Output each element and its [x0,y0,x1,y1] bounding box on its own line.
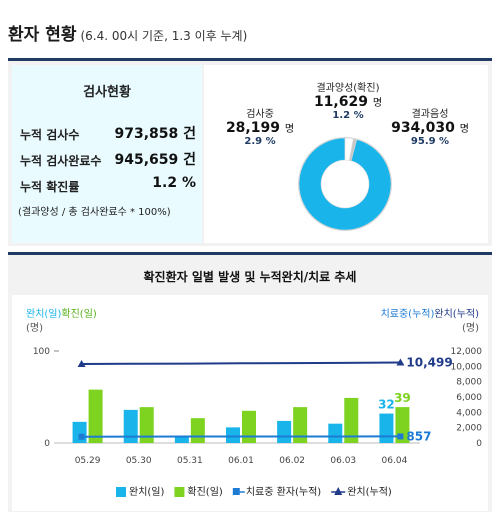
donut-box: 결과양성(확진) 11,629 명 1.2 % 검사중 28,199 명 2.9… [204,65,488,243]
left-tick-label: 0 [44,439,50,449]
data-label: 857 [406,429,431,443]
bar-recovered-3 [226,427,240,443]
left-axis-title-a: 완치(일) [26,308,62,320]
legend-marker [232,488,240,495]
left-axis-title: 완치(일)확진(일) [26,308,97,320]
stat-label: 누적 확진률 [20,180,80,194]
donut-label-pct: 1.2 % [332,110,364,121]
legend-item-1: 확진(일) [174,486,223,498]
donut-label-count: 934,030 [391,120,455,136]
data-label: 32 [378,398,395,412]
bar-recovered-6 [379,413,394,443]
x-tick-label: 06.04 [382,456,408,466]
legend-marker [334,487,343,495]
donut-slice-0 [298,137,392,231]
trend-chart: 완치(일)확진(일)(명)치료중(누적)완치(누적)(명)010002,0004… [26,308,483,498]
legend-marker [174,487,185,497]
legend-label: 확진(일) [187,486,223,498]
bar-recovered-2 [174,436,189,443]
right-tick-label: 6,000 [456,393,482,403]
legend-label: 완치(일) [129,486,165,498]
donut-slice-2 [348,138,358,162]
right-tick-label: 10,000 [451,362,483,372]
legend-label: 치료중 환자(누적) [246,486,321,498]
donut-label-count: 28,199 [225,120,280,136]
line-point-recovered-cumulative [396,358,405,366]
stat-label: 누적 검사완료수 [20,154,102,168]
donut-label-name: 검사중 [246,109,274,120]
chart-box: 완치(일)확진(일) (명) 치료중(누적)완치(누적) (명) 0 100 0 2,000 4… [12,295,488,511]
donut-label-name: 결과양성(확진) [316,83,380,94]
left-axis-unit: (명) [26,322,43,334]
right-tick-label: 0 [476,439,482,449]
trend-panel: 확진환자 일별 발생 및 누적완치/치료 추세 완치(일)확진(일) (명) 치료중… [8,252,492,512]
x-tick-label: 06.03 [330,456,356,466]
bar-confirmed-1 [139,407,154,443]
stat-value: 945,659 건 [114,152,196,168]
right-tick-label: 2,000 [456,424,482,434]
right-axis-title: 치료중(누적)완치(누적) [381,308,480,320]
donut-label-unit: 명 [459,124,469,135]
x-tick-label: 05.30 [126,456,152,466]
right-tick-label: 12,000 [451,347,483,357]
left-tick-label: 100 [33,347,50,357]
donut-label-count: 11,629 [313,94,368,110]
x-tick-label: 06.01 [228,456,254,466]
donut-label-name: 결과음성 [411,109,449,120]
legend-item-2: 치료중 환자(누적) [232,486,321,498]
legend-label: 완치(누적) [347,486,392,498]
right-axis-title-b: 완치(누적) [434,308,479,320]
stat-value: 1.2 % [152,175,196,191]
legend-item-0: 완치(일) [116,486,165,498]
right-axis-unit: (명) [462,322,479,334]
bar-confirmed-5 [344,397,359,443]
bar-confirmed-0 [88,389,103,443]
stat-value: 973,858 건 [114,126,196,142]
donut-label-pct: 95.9 % [410,136,450,147]
bar-confirmed-2 [190,418,205,443]
legend-item-3: 완치(누적) [331,486,392,498]
line-point-in-treatment [78,433,85,440]
bar-confirmed-4 [293,407,308,443]
donut-label-unit: 명 [372,98,383,109]
stat-note: (결과양성 / 총 검사완료수 * 100%) [18,207,171,218]
stat-label: 누적 검사수 [20,128,80,142]
data-label: 10,499 [406,356,452,370]
donut-label-negative: 결과음성 934,030 명 95.9 % [384,105,476,147]
right-tick-label: 8,000 [456,378,482,388]
donut-label-testing: 검사중 28,199 명 2.9 % [220,105,300,147]
test-summary-title: 검사현황 [83,85,131,100]
page-subtitle: (6.4. 00시 기준, 1.3 이후 누계) [80,29,248,43]
donut-outline [298,137,392,231]
status-panel: 검사현황 누적 검사수 973,858 건 누적 검사완료수 945,659 건… [8,58,492,246]
page-title-text: 환자 현황 [8,25,77,45]
line-point-in-treatment [397,433,404,440]
right-tick-label: 4,000 [456,408,482,418]
test-summary-box: 검사현황 누적 검사수 973,858 건 누적 검사완료수 945,659 건… [12,65,202,243]
legend-marker [116,487,126,497]
x-tick-label: 05.31 [177,456,203,466]
x-tick-label: 06.02 [279,456,305,466]
bar-recovered-5 [328,423,343,443]
x-tick-label: 05.29 [75,456,101,466]
donut-chart [298,137,392,231]
bar-recovered-4 [277,420,292,443]
page-title: 환자 현황 (6.4. 00시 기준, 1.3 이후 누계) [8,20,247,45]
line-recovered-cumulative [81,361,401,365]
left-axis-title-b: 확진(일) [61,308,97,320]
line-point-recovered-cumulative [77,359,86,367]
bar-confirmed-3 [242,410,256,443]
data-label: 39 [394,391,411,405]
bar-recovered-1 [123,409,138,443]
right-axis-title-a: 치료중(누적) [381,308,435,320]
bar-recovered-0 [72,421,87,443]
donut-label-pct: 2.9 % [244,136,276,147]
donut-label-unit: 명 [284,124,295,135]
donut-label-positive: 결과양성(확진) 11,629 명 1.2 % [312,79,384,121]
chart-title: 확진환자 일별 발생 및 누적완치/치료 추세 [143,270,357,284]
